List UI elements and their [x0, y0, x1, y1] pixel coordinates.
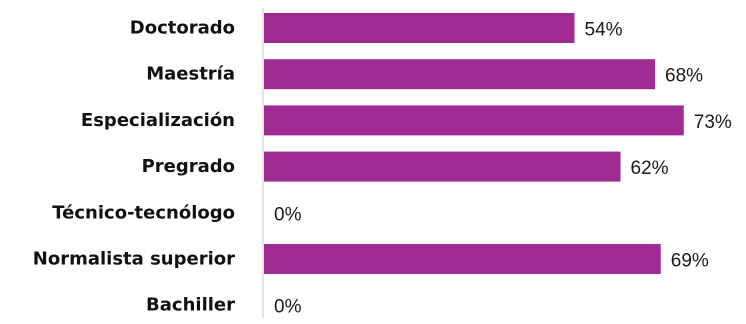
category-labels-group: Doctorado Maestría Especialización Pregrado… — [33, 18, 235, 316]
data-label: 0% — [274, 204, 302, 225]
data-label: 68% — [665, 66, 703, 87]
data-label: 73% — [694, 112, 732, 133]
bar — [264, 59, 655, 90]
category-label: Bachiller — [146, 295, 235, 316]
category-label: Normalista superior — [33, 249, 235, 270]
bar — [264, 151, 621, 182]
data-label: 0% — [274, 297, 302, 318]
category-label: Especialización — [81, 110, 235, 131]
bars-group — [264, 13, 684, 274]
category-label: Maestría — [146, 64, 235, 85]
data-label: 69% — [671, 251, 709, 272]
bar — [264, 105, 684, 136]
category-label: Pregrado — [142, 156, 235, 177]
data-label: 62% — [631, 158, 669, 179]
category-label: Doctorado — [130, 18, 235, 39]
data-label: 54% — [585, 20, 623, 41]
bar — [264, 13, 575, 43]
category-label: Técnico-tecnólogo — [52, 202, 235, 223]
data-labels-group: 54% 68% 73% 62% 0% 69% 0% — [274, 20, 732, 318]
bar — [264, 244, 661, 274]
